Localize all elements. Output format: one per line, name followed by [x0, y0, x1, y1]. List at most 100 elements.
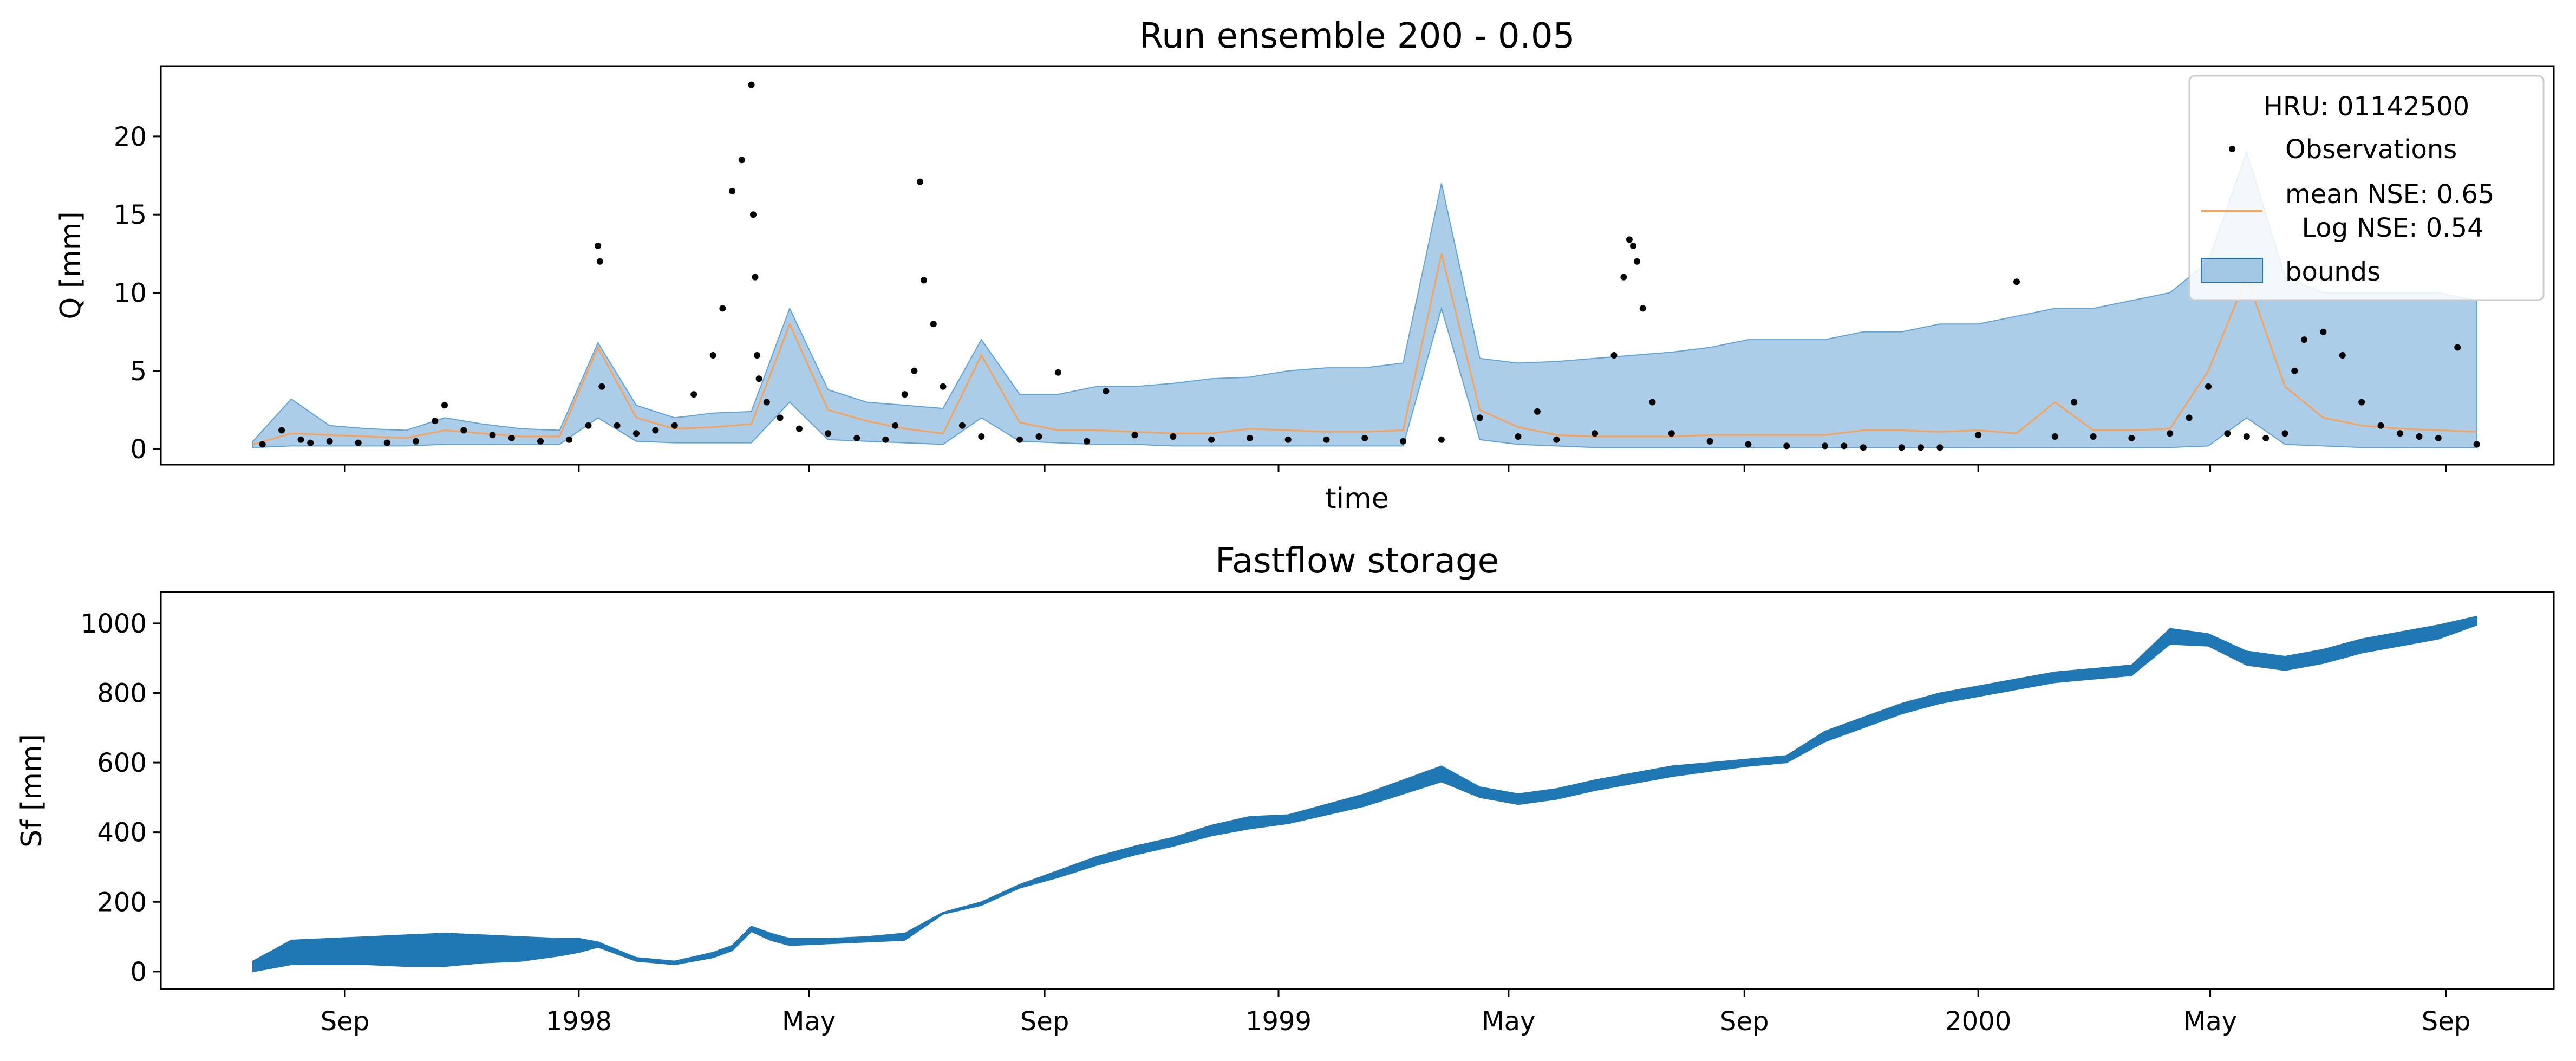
- storage-x-tick-label: 1998: [546, 1006, 612, 1037]
- observation-point: [652, 427, 659, 434]
- observation-point: [825, 430, 832, 437]
- observation-point: [2416, 433, 2423, 440]
- storage-x-tick-label: May: [2183, 1006, 2237, 1037]
- observation-point: [1131, 432, 1138, 439]
- observation-point: [2071, 399, 2078, 406]
- observation-point: [1054, 369, 1061, 376]
- observation-point: [1438, 436, 1445, 443]
- storage-y-tick-label: 800: [97, 678, 147, 708]
- observation-point: [1783, 442, 1790, 450]
- observation-point: [598, 383, 605, 390]
- observation-point: [1706, 438, 1713, 445]
- storage-x-tick-label: Sep: [2422, 1006, 2470, 1037]
- observation-point: [2167, 430, 2174, 437]
- discharge-data: [252, 81, 2480, 451]
- observation-point: [853, 434, 860, 441]
- storage-x-tick-label: 1999: [1245, 1006, 1312, 1037]
- storage-x-tick-label: 2000: [1945, 1006, 2011, 1037]
- observation-point: [297, 436, 304, 443]
- storage-x-tick-label: Sep: [1020, 1006, 1069, 1037]
- legend-bounds-swatch: [2201, 258, 2263, 283]
- observation-point: [259, 441, 266, 448]
- storage-y-ticks: 0 200 400 600 800 1000: [81, 609, 161, 987]
- observation-point: [1084, 438, 1090, 445]
- observation-point: [1918, 444, 1924, 451]
- discharge-y-tick-label: 20: [114, 122, 147, 152]
- observation-point: [796, 425, 803, 432]
- observation-point: [1035, 433, 1042, 440]
- legend-observations-label: Observations: [2285, 134, 2457, 165]
- discharge-y-axis-label: Q [mm]: [55, 211, 87, 319]
- observation-point: [1170, 433, 1177, 440]
- storage-y-tick-label: 0: [130, 957, 147, 987]
- discharge-x-axis-label: time: [1325, 483, 1388, 515]
- storage-plot-frame: [160, 591, 2555, 990]
- storage-x-ticks: Sep 1998 May Sep 1999 May Sep 2000 May Sep: [321, 989, 2470, 1037]
- observation-point: [1103, 388, 1110, 395]
- storage-y-axis-label: Sf [mm]: [16, 734, 48, 848]
- observation-point: [754, 352, 761, 359]
- observation-point: [1610, 352, 1618, 359]
- discharge-plot-frame: [160, 65, 2555, 466]
- observation-point: [709, 352, 716, 359]
- observation-point: [940, 383, 947, 390]
- observation-point: [566, 436, 573, 443]
- legend: HRU: 01142500 Observations mean NSE: 0.6…: [2188, 75, 2545, 301]
- observation-point: [2013, 278, 2020, 285]
- observation-point: [1936, 444, 1944, 451]
- observation-point: [892, 422, 898, 429]
- observation-point: [1898, 444, 1905, 451]
- observation-point: [729, 187, 736, 194]
- observation-point: [1323, 436, 1330, 443]
- observation-point: [2281, 430, 2288, 437]
- observation-point: [1634, 258, 1640, 265]
- observation-point: [958, 422, 966, 429]
- observation-point: [2224, 430, 2231, 437]
- observation-point: [2320, 328, 2327, 335]
- storage-band: [252, 615, 2477, 973]
- observation-point: [441, 402, 448, 409]
- observation-point: [585, 422, 592, 429]
- mean-line: [252, 253, 2477, 445]
- storage-y-tick-label: 200: [97, 887, 147, 917]
- observation-point: [1400, 438, 1407, 445]
- observation-point: [671, 422, 678, 429]
- storage-panel-title: Fastflow storage: [1215, 541, 1499, 581]
- legend-bounds-label: bounds: [2285, 257, 2381, 287]
- observation-point: [1620, 274, 1627, 281]
- storage-x-tick-label: Sep: [1720, 1006, 1769, 1037]
- observation-point: [2090, 433, 2097, 440]
- observation-point: [1476, 414, 1483, 421]
- observation-point: [1534, 408, 1541, 415]
- observation-point: [537, 438, 544, 445]
- observation-point: [1626, 236, 1633, 243]
- observation-point: [1630, 242, 1636, 249]
- observation-point: [2454, 344, 2461, 351]
- observation-point: [763, 399, 770, 406]
- observation-point: [1515, 433, 1522, 440]
- observation-point: [738, 157, 745, 164]
- observation-point: [2186, 414, 2193, 421]
- observation-point: [917, 178, 923, 185]
- observation-point: [750, 211, 757, 218]
- observation-point: [460, 427, 467, 434]
- observation-point: [2301, 336, 2307, 343]
- observation-point: [2339, 352, 2346, 359]
- discharge-x-ticks: [344, 465, 2447, 472]
- observation-point: [1668, 430, 1675, 437]
- observation-point: [1649, 399, 1656, 406]
- observation-point: [326, 438, 333, 445]
- observation-point: [1841, 442, 1848, 450]
- observation-point: [1975, 432, 1982, 439]
- observation-point: [1592, 430, 1599, 437]
- storage-x-tick-label: May: [782, 1006, 836, 1037]
- storage-data: [252, 615, 2477, 973]
- observation-point: [752, 274, 759, 281]
- discharge-panel: Run ensemble 200 - 0.05 Q [mm] time 0 5 10…: [55, 16, 2555, 515]
- discharge-y-tick-label: 15: [114, 200, 147, 230]
- observation-point: [489, 432, 496, 439]
- legend-frame: [2188, 75, 2545, 301]
- observation-point: [911, 367, 918, 374]
- observation-point: [690, 391, 697, 398]
